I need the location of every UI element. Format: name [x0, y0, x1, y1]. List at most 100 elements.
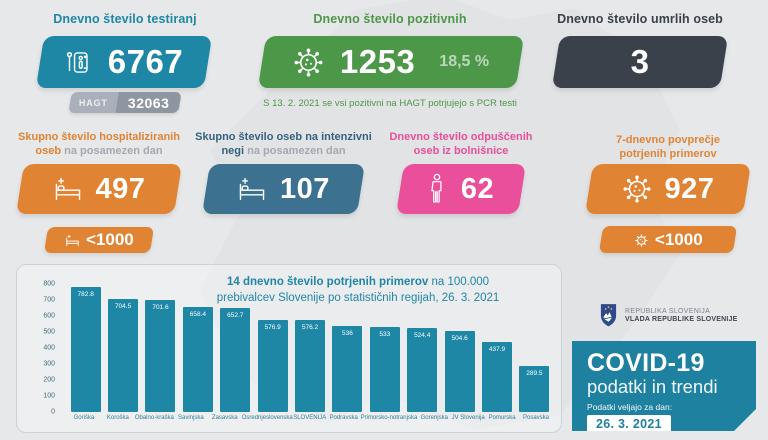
bar-wrapper: 533 — [366, 284, 403, 412]
avg7-value: 927 — [665, 173, 715, 206]
test-kit-icon — [65, 49, 92, 76]
bar-value-label: 289.5 — [526, 370, 542, 377]
bar: 289.5 — [519, 366, 549, 412]
virus-icon — [293, 47, 324, 78]
bar: 704.5 — [108, 299, 138, 412]
icu-title: Skupno število oseb na intenzivni negi n… — [191, 130, 376, 159]
bar-wrapper: 782.8 — [67, 284, 104, 412]
hagt-label: HAGT — [79, 98, 108, 108]
bar-value-label: 704.5 — [115, 303, 131, 310]
y-axis-tick: 300 — [43, 361, 55, 368]
bar: 652.7 — [220, 308, 250, 412]
y-axis-tick: 800 — [43, 281, 55, 288]
regions-chart-panel: 14 dnevno število potrjenih primerov na … — [16, 264, 562, 433]
hospitalized-title-sub: na posamezen dan — [61, 145, 162, 157]
covid-info-box: COVID-19 podatki in trendi Podatki velja… — [572, 341, 756, 431]
x-axis-label: Osrednjeslovenska — [242, 415, 293, 421]
virus-icon — [634, 232, 649, 247]
y-axis-tick: 700 — [43, 297, 55, 304]
bar: 576.9 — [258, 320, 288, 412]
y-axis-tick: 0 — [51, 409, 55, 416]
deaths-value: 3 — [631, 43, 650, 81]
pcr-note: S 13. 2. 2021 se vsi pozitivni na HAGT p… — [240, 98, 540, 109]
bar-value-label: 524.4 — [414, 332, 430, 339]
hospitalized-badge-value: <1000 — [86, 230, 134, 250]
avg7-badge-value: <1000 — [655, 230, 703, 250]
bar-value-label: 533 — [379, 331, 390, 338]
bar: 524.4 — [407, 328, 437, 412]
hospitalized-value: 497 — [96, 173, 146, 206]
x-axis-label: SLOVENIJA — [293, 415, 327, 421]
testing-title: Dnevno število testiranj — [20, 12, 230, 26]
covid-date-badge: 26. 3. 2021 — [587, 415, 671, 434]
bar: 437.9 — [482, 342, 512, 412]
covid-title: COVID-19 — [587, 350, 756, 376]
covid-note: Podatki veljajo za dan: — [587, 402, 756, 412]
x-axis-label: Obalno-kraška — [135, 415, 174, 421]
bar-value-label: 658.4 — [190, 311, 206, 318]
bar-value-label: 576.2 — [302, 324, 318, 331]
avg7-badge: <1000 — [599, 226, 737, 253]
bar-wrapper: 576.9 — [254, 284, 291, 412]
positive-card: 1253 18,5 % — [258, 36, 524, 88]
bar-wrapper: 704.5 — [104, 284, 141, 412]
x-axis-label: Zasavska — [208, 415, 242, 421]
y-axis-tick: 400 — [43, 345, 55, 352]
x-axis-label: Podravska — [327, 415, 361, 421]
discharged-value: 62 — [461, 173, 494, 206]
hospitalized-card: 497 — [16, 164, 182, 214]
deaths-card: 3 — [552, 36, 728, 88]
hospital-bed-icon — [53, 176, 83, 202]
hospital-bed-icon — [65, 234, 80, 247]
coat-of-arms-icon — [599, 303, 618, 328]
icu-value: 107 — [280, 173, 330, 206]
x-axis-label: JV Slovenija — [451, 415, 485, 421]
person-icon — [428, 173, 446, 205]
y-axis-tick: 500 — [43, 329, 55, 336]
bar-wrapper: 658.4 — [179, 284, 216, 412]
testing-value: 6767 — [108, 43, 183, 81]
bar-wrapper: 437.9 — [478, 284, 515, 412]
covid-subtitle: podatki in trendi — [587, 376, 756, 397]
x-axis-label: Gorenjska — [417, 415, 451, 421]
avg7-card: 927 — [585, 164, 751, 214]
bars: 782.8 704.5 701.6 658.4 652.7 576.9 576.2 536 53… — [67, 284, 553, 412]
x-axis-label: Pomurska — [485, 415, 519, 421]
bar-wrapper: 652.7 — [217, 284, 254, 412]
bar-wrapper: 524.4 — [404, 284, 441, 412]
bar-wrapper: 504.6 — [441, 284, 478, 412]
hospitalized-title: Skupno število hospitaliziranih oseb na … — [9, 130, 189, 159]
y-axis-tick: 600 — [43, 313, 55, 320]
testing-card: 6767 — [36, 36, 212, 88]
bar: 533 — [370, 327, 400, 412]
gov-line1: REPUBLIKA SLOVENIJA — [625, 308, 737, 315]
hagt-value: 32063 — [128, 95, 169, 111]
icu-card: 107 — [202, 164, 365, 214]
y-axis-tick: 200 — [43, 377, 55, 384]
hagt-badge: HAGT 32063 — [68, 92, 181, 113]
bar: 701.6 — [145, 300, 175, 412]
bar-value-label: 437.9 — [489, 346, 505, 353]
bar: 504.6 — [445, 331, 475, 412]
x-axis-label: Koroška — [101, 415, 135, 421]
bar-wrapper: 701.6 — [142, 284, 179, 412]
x-axis-label: Primorsko-notranjska — [361, 415, 418, 421]
discharged-title: Dnevno število odpuščenih oseb iz bolniš… — [381, 130, 541, 159]
bar: 576.2 — [295, 320, 325, 412]
bar-value-label: 504.6 — [451, 335, 467, 342]
bar: 536 — [332, 326, 362, 412]
deaths-title: Dnevno število umrlih oseb — [540, 12, 740, 26]
positive-percent: 18,5 % — [439, 53, 489, 71]
bar-value-label: 782.8 — [78, 291, 94, 298]
virus-icon — [622, 174, 652, 204]
discharged-card: 62 — [396, 164, 526, 214]
government-logo: REPUBLIKA SLOVENIJA VLADA REPUBLIKE SLOV… — [599, 303, 737, 328]
avg7-title: 7-dnevno povprečje potrjenih primerov — [593, 133, 743, 162]
bar-value-label: 652.7 — [227, 312, 243, 319]
hospital-bed-icon — [237, 176, 267, 202]
positive-value: 1253 — [340, 43, 415, 81]
bar: 658.4 — [183, 307, 213, 412]
x-axis-label: Goriška — [67, 415, 101, 421]
x-axis-label: Savinjska — [174, 415, 208, 421]
